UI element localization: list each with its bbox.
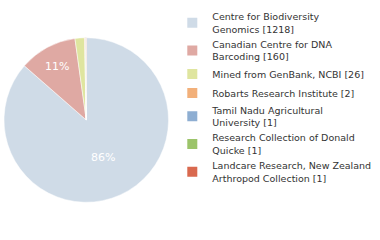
svg-text:Robarts Research Institute [2]: Robarts Research Institute [2] <box>212 88 354 99</box>
svg-text:Research Collection of DonaldQ: Research Collection of DonaldQuicke [1] <box>212 132 354 155</box>
svg-text:Mined from GenBank, NCBI [26]: Mined from GenBank, NCBI [26] <box>212 69 364 80</box>
svg-text:Landcare Research, New Zealand: Landcare Research, New ZealandArthropod … <box>212 160 371 183</box>
svg-text:86%: 86% <box>91 151 115 164</box>
svg-text:Tamil Nadu AgriculturalUnivers: Tamil Nadu AgriculturalUniversity [1] <box>211 105 323 128</box>
svg-text:Canadian Centre for DNABarcodi: Canadian Centre for DNABarcoding [160] <box>212 39 332 62</box>
svg-text:Centre for BiodiversityGenomic: Centre for BiodiversityGenomics [1218] <box>212 11 319 34</box>
svg-text:11%: 11% <box>45 60 69 73</box>
